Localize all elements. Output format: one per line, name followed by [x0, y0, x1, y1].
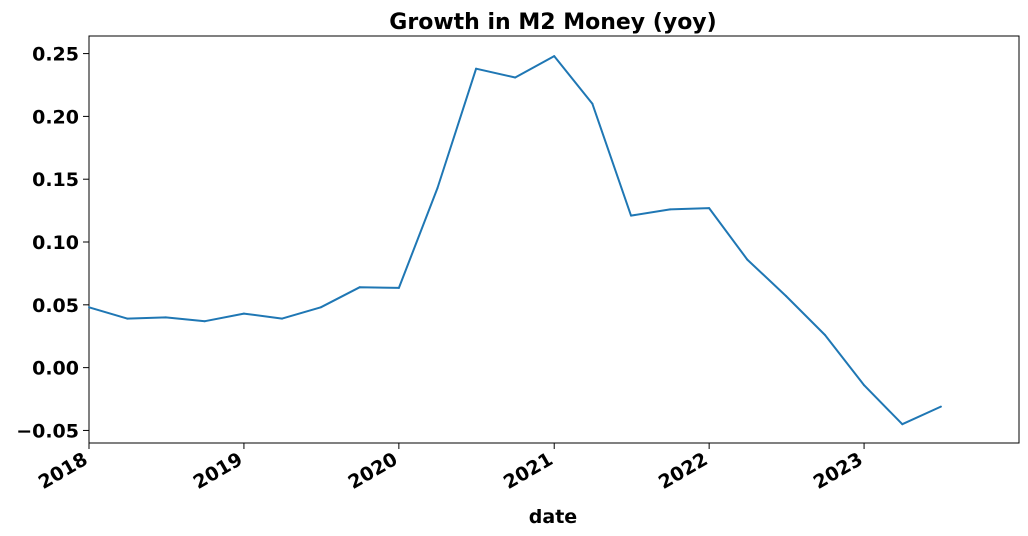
y-tick-label: 0.00 — [32, 358, 79, 380]
plot-area: 0.25 0.20 0.15 0.10 0.05 0.00 −0.05 2018 2019 202… — [16, 35, 1020, 494]
x-tick-label: 2018 — [35, 448, 92, 493]
data-point — [358, 286, 361, 289]
data-point — [591, 102, 594, 105]
data-point — [281, 317, 284, 320]
data-point — [88, 306, 90, 309]
y-tick-label: −0.05 — [16, 420, 79, 442]
x-tick-label: 2022 — [655, 448, 712, 493]
x-axis-label: date — [529, 506, 577, 528]
data-point — [746, 258, 749, 261]
data-point — [785, 295, 787, 297]
data-point — [242, 312, 245, 315]
y-tick-label: 0.20 — [32, 106, 79, 128]
x-tick-label: 2021 — [500, 448, 557, 493]
data-point — [436, 187, 439, 189]
data-point — [126, 317, 129, 320]
plot-frame — [88, 35, 1020, 444]
data-point — [475, 67, 478, 70]
y-tick-label: 0.10 — [32, 232, 79, 254]
data-point — [939, 405, 942, 408]
chart-title: Growth in M2 Money (yoy) — [389, 10, 716, 35]
data-point — [901, 423, 904, 426]
data-point — [164, 316, 167, 319]
data-point — [319, 306, 322, 309]
data-point — [553, 55, 556, 58]
data-point — [708, 207, 711, 210]
x-tick-label: 2023 — [810, 448, 867, 493]
x-tick-label: 2020 — [345, 448, 402, 493]
data-point — [630, 214, 632, 217]
y-tick-label: 0.25 — [32, 44, 79, 66]
data-point — [824, 334, 826, 336]
data-point — [514, 76, 517, 79]
series-line — [88, 55, 942, 426]
data-point — [863, 384, 866, 387]
data-point — [397, 286, 400, 289]
data-point — [669, 208, 672, 211]
y-tick-label: 0.15 — [32, 169, 79, 191]
x-tick-label: 2019 — [190, 448, 247, 493]
y-tick-label: 0.05 — [32, 295, 79, 317]
data-point — [203, 320, 206, 323]
